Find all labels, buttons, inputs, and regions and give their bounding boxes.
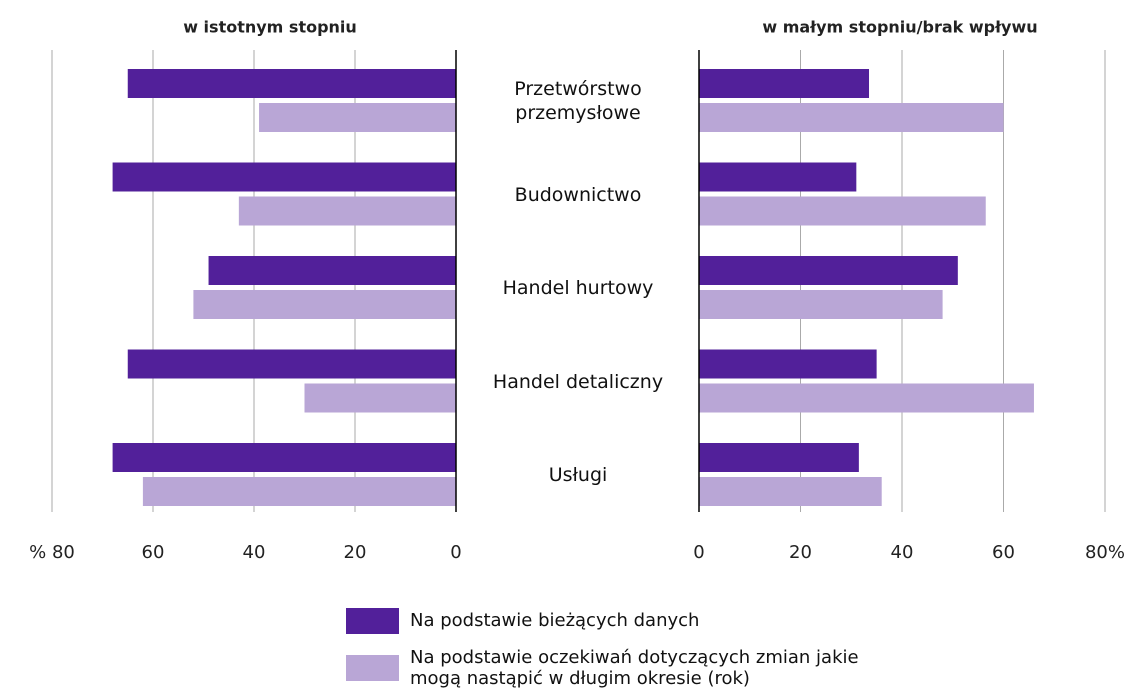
bar — [699, 383, 1034, 413]
category-label: Handel detaliczny — [492, 370, 664, 393]
bar — [699, 162, 857, 192]
bar — [127, 69, 456, 98]
category-label: Handel hurtowy — [502, 277, 654, 299]
bar — [112, 443, 456, 472]
category-label: Przetwórstwo przemysłowe — [514, 78, 642, 124]
bar — [699, 69, 870, 98]
bar — [699, 477, 882, 506]
x-tick-label: 40 — [891, 542, 914, 563]
x-tick-label: 60 — [142, 542, 165, 563]
legend-label: Na podstawie bieżących danych — [410, 610, 700, 631]
x-tick-label: 0 — [693, 542, 704, 563]
bar — [699, 196, 986, 226]
x-tick-label: 0 — [450, 542, 461, 563]
bar — [259, 103, 456, 132]
x-tick-label: 80% — [1085, 542, 1125, 563]
bar — [699, 443, 859, 472]
bar — [304, 383, 456, 413]
x-tick-label: 40 — [243, 542, 266, 563]
x-tick-label: 20 — [789, 542, 812, 563]
panel-title: w istotnym stopniu — [183, 18, 357, 37]
bar — [699, 103, 1004, 132]
bar — [142, 477, 456, 506]
x-tick-label: 60 — [992, 542, 1015, 563]
category-label: Usługi — [548, 464, 608, 486]
bar — [112, 162, 456, 192]
bar — [208, 256, 456, 285]
bar — [699, 290, 943, 319]
x-tick-label: 20 — [344, 542, 367, 563]
bar — [193, 290, 456, 319]
bar — [127, 349, 456, 379]
legend-swatch — [346, 655, 399, 681]
category-label: Budownictwo — [514, 183, 642, 206]
bar — [699, 349, 877, 379]
bar — [238, 196, 456, 226]
x-tick-label: % 80 — [29, 542, 75, 563]
bar — [699, 256, 958, 285]
legend-swatch — [346, 608, 399, 634]
panel-title: w małym stopniu/brak wpływu — [762, 18, 1037, 37]
legend-label: Na podstawie oczekiwań dotyczących zmian… — [410, 647, 859, 689]
